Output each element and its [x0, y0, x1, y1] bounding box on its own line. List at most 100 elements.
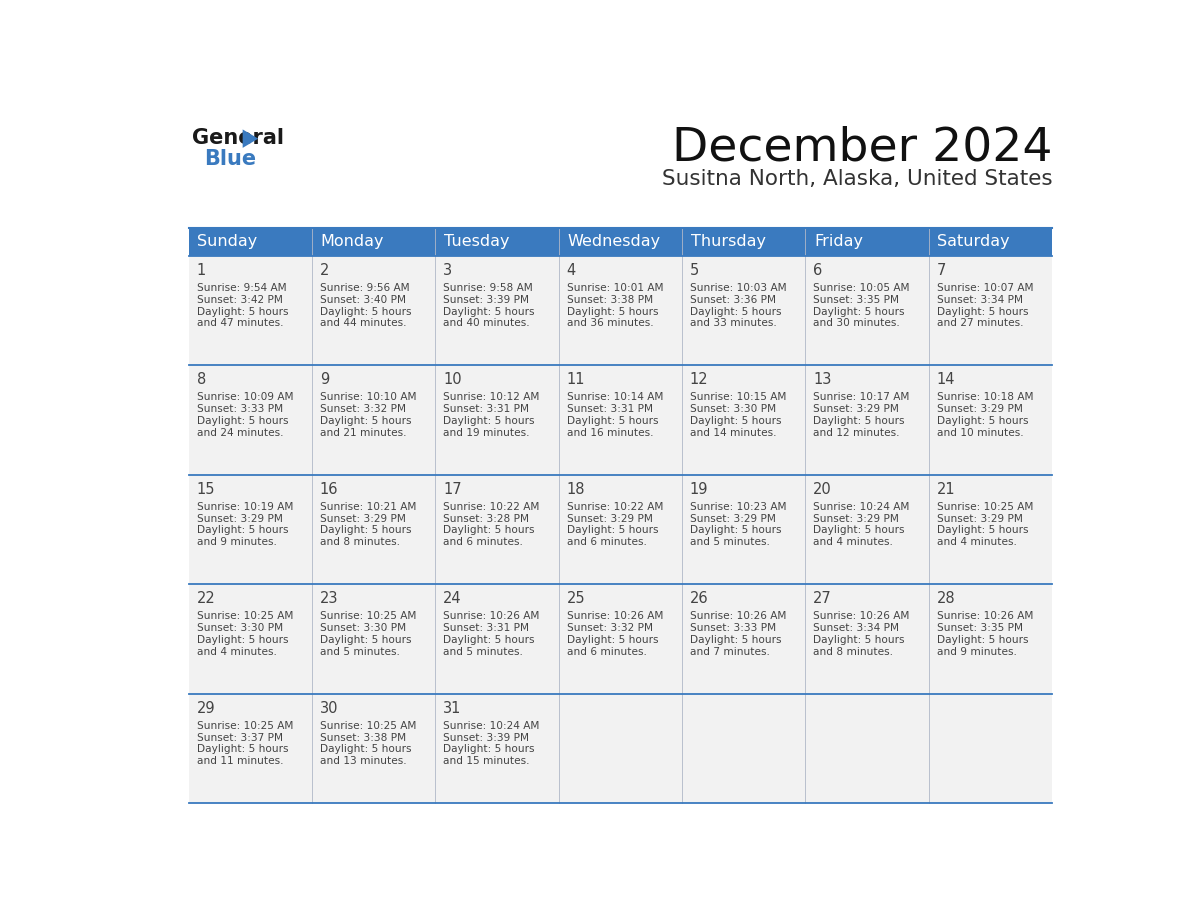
- Text: Sunset: 3:29 PM: Sunset: 3:29 PM: [936, 404, 1023, 414]
- Text: Daylight: 5 hours: Daylight: 5 hours: [814, 307, 905, 317]
- Text: 14: 14: [936, 372, 955, 387]
- Text: and 5 minutes.: and 5 minutes.: [690, 537, 770, 547]
- Text: and 33 minutes.: and 33 minutes.: [690, 319, 777, 329]
- Text: 21: 21: [936, 482, 955, 497]
- Text: 5: 5: [690, 263, 700, 277]
- Text: Daylight: 5 hours: Daylight: 5 hours: [196, 744, 287, 755]
- Text: Sunset: 3:30 PM: Sunset: 3:30 PM: [320, 623, 406, 633]
- Text: 9: 9: [320, 372, 329, 387]
- Text: Sunset: 3:35 PM: Sunset: 3:35 PM: [936, 623, 1023, 633]
- Text: and 47 minutes.: and 47 minutes.: [196, 319, 283, 329]
- Text: and 15 minutes.: and 15 minutes.: [443, 756, 530, 767]
- Text: Thursday: Thursday: [690, 234, 766, 250]
- Text: Sunrise: 10:12 AM: Sunrise: 10:12 AM: [443, 392, 539, 402]
- Text: Daylight: 5 hours: Daylight: 5 hours: [320, 307, 411, 317]
- Text: Sunset: 3:31 PM: Sunset: 3:31 PM: [443, 623, 529, 633]
- Text: 22: 22: [196, 591, 215, 606]
- Text: Daylight: 5 hours: Daylight: 5 hours: [320, 744, 411, 755]
- Text: December 2024: December 2024: [671, 126, 1053, 171]
- Text: Sunset: 3:32 PM: Sunset: 3:32 PM: [567, 623, 652, 633]
- Text: Susitna North, Alaska, United States: Susitna North, Alaska, United States: [662, 170, 1053, 189]
- Text: and 4 minutes.: and 4 minutes.: [936, 537, 1017, 547]
- Text: Sunrise: 10:09 AM: Sunrise: 10:09 AM: [196, 392, 293, 402]
- Text: 30: 30: [320, 700, 339, 716]
- Text: Sunrise: 10:25 AM: Sunrise: 10:25 AM: [196, 611, 293, 621]
- Text: Blue: Blue: [204, 149, 257, 169]
- Text: Sunrise: 10:26 AM: Sunrise: 10:26 AM: [690, 611, 786, 621]
- Text: Sunset: 3:38 PM: Sunset: 3:38 PM: [320, 733, 406, 743]
- Text: 10: 10: [443, 372, 462, 387]
- Text: and 5 minutes.: and 5 minutes.: [320, 647, 399, 657]
- Text: and 6 minutes.: and 6 minutes.: [443, 537, 523, 547]
- Text: Daylight: 5 hours: Daylight: 5 hours: [196, 416, 287, 426]
- Text: Daylight: 5 hours: Daylight: 5 hours: [443, 416, 535, 426]
- Text: and 4 minutes.: and 4 minutes.: [814, 537, 893, 547]
- Text: and 19 minutes.: and 19 minutes.: [443, 428, 530, 438]
- Text: Sunrise: 10:23 AM: Sunrise: 10:23 AM: [690, 501, 786, 511]
- Text: General: General: [192, 128, 284, 148]
- Text: Sunrise: 10:26 AM: Sunrise: 10:26 AM: [936, 611, 1032, 621]
- Text: 1: 1: [196, 263, 206, 277]
- Text: Sunrise: 10:25 AM: Sunrise: 10:25 AM: [936, 501, 1032, 511]
- Text: 31: 31: [443, 700, 462, 716]
- Text: Sunrise: 10:10 AM: Sunrise: 10:10 AM: [320, 392, 416, 402]
- Text: Sunrise: 10:17 AM: Sunrise: 10:17 AM: [814, 392, 910, 402]
- Text: 27: 27: [814, 591, 832, 606]
- Text: 8: 8: [196, 372, 206, 387]
- Bar: [189, 475, 1053, 584]
- Text: and 21 minutes.: and 21 minutes.: [320, 428, 406, 438]
- Text: and 16 minutes.: and 16 minutes.: [567, 428, 653, 438]
- Text: and 24 minutes.: and 24 minutes.: [196, 428, 283, 438]
- Text: Sunset: 3:34 PM: Sunset: 3:34 PM: [814, 623, 899, 633]
- Text: and 5 minutes.: and 5 minutes.: [443, 647, 523, 657]
- Text: Daylight: 5 hours: Daylight: 5 hours: [443, 635, 535, 645]
- Text: Sunrise: 10:25 AM: Sunrise: 10:25 AM: [196, 721, 293, 731]
- Text: Sunset: 3:29 PM: Sunset: 3:29 PM: [320, 513, 406, 523]
- Text: and 8 minutes.: and 8 minutes.: [814, 647, 893, 657]
- Text: Daylight: 5 hours: Daylight: 5 hours: [814, 635, 905, 645]
- Text: Sunset: 3:39 PM: Sunset: 3:39 PM: [443, 295, 529, 305]
- Text: 26: 26: [690, 591, 708, 606]
- Text: Sunset: 3:36 PM: Sunset: 3:36 PM: [690, 295, 776, 305]
- Text: Sunrise: 10:26 AM: Sunrise: 10:26 AM: [567, 611, 663, 621]
- Text: Sunset: 3:42 PM: Sunset: 3:42 PM: [196, 295, 283, 305]
- Text: 25: 25: [567, 591, 586, 606]
- Text: and 14 minutes.: and 14 minutes.: [690, 428, 777, 438]
- Text: and 6 minutes.: and 6 minutes.: [567, 537, 646, 547]
- Text: Sunrise: 10:14 AM: Sunrise: 10:14 AM: [567, 392, 663, 402]
- Text: and 6 minutes.: and 6 minutes.: [567, 647, 646, 657]
- Text: Daylight: 5 hours: Daylight: 5 hours: [567, 416, 658, 426]
- Text: Sunset: 3:29 PM: Sunset: 3:29 PM: [690, 513, 776, 523]
- Text: 24: 24: [443, 591, 462, 606]
- Text: Daylight: 5 hours: Daylight: 5 hours: [443, 744, 535, 755]
- Text: and 4 minutes.: and 4 minutes.: [196, 647, 277, 657]
- Text: 12: 12: [690, 372, 708, 387]
- Text: Sunset: 3:31 PM: Sunset: 3:31 PM: [443, 404, 529, 414]
- Text: Sunday: Sunday: [197, 234, 258, 250]
- Text: Sunrise: 10:22 AM: Sunrise: 10:22 AM: [443, 501, 539, 511]
- Text: Sunset: 3:31 PM: Sunset: 3:31 PM: [567, 404, 652, 414]
- Text: 28: 28: [936, 591, 955, 606]
- Text: Sunset: 3:30 PM: Sunset: 3:30 PM: [196, 623, 283, 633]
- Text: Sunrise: 10:19 AM: Sunrise: 10:19 AM: [196, 501, 293, 511]
- Text: Sunrise: 10:22 AM: Sunrise: 10:22 AM: [567, 501, 663, 511]
- Text: Sunset: 3:35 PM: Sunset: 3:35 PM: [814, 295, 899, 305]
- Text: 6: 6: [814, 263, 822, 277]
- Text: and 8 minutes.: and 8 minutes.: [320, 537, 400, 547]
- Text: 16: 16: [320, 482, 339, 497]
- Bar: [189, 365, 1053, 475]
- Text: and 9 minutes.: and 9 minutes.: [936, 647, 1017, 657]
- Text: Daylight: 5 hours: Daylight: 5 hours: [690, 307, 782, 317]
- Text: 13: 13: [814, 372, 832, 387]
- Text: Daylight: 5 hours: Daylight: 5 hours: [936, 525, 1028, 535]
- Text: Sunset: 3:33 PM: Sunset: 3:33 PM: [196, 404, 283, 414]
- Text: Sunrise: 10:03 AM: Sunrise: 10:03 AM: [690, 283, 786, 293]
- Polygon shape: [242, 129, 258, 148]
- Text: Daylight: 5 hours: Daylight: 5 hours: [567, 525, 658, 535]
- Text: 3: 3: [443, 263, 453, 277]
- Text: Sunset: 3:28 PM: Sunset: 3:28 PM: [443, 513, 529, 523]
- Text: Sunrise: 10:07 AM: Sunrise: 10:07 AM: [936, 283, 1034, 293]
- Text: Daylight: 5 hours: Daylight: 5 hours: [320, 635, 411, 645]
- Text: Sunset: 3:29 PM: Sunset: 3:29 PM: [814, 404, 899, 414]
- Bar: [189, 228, 1053, 256]
